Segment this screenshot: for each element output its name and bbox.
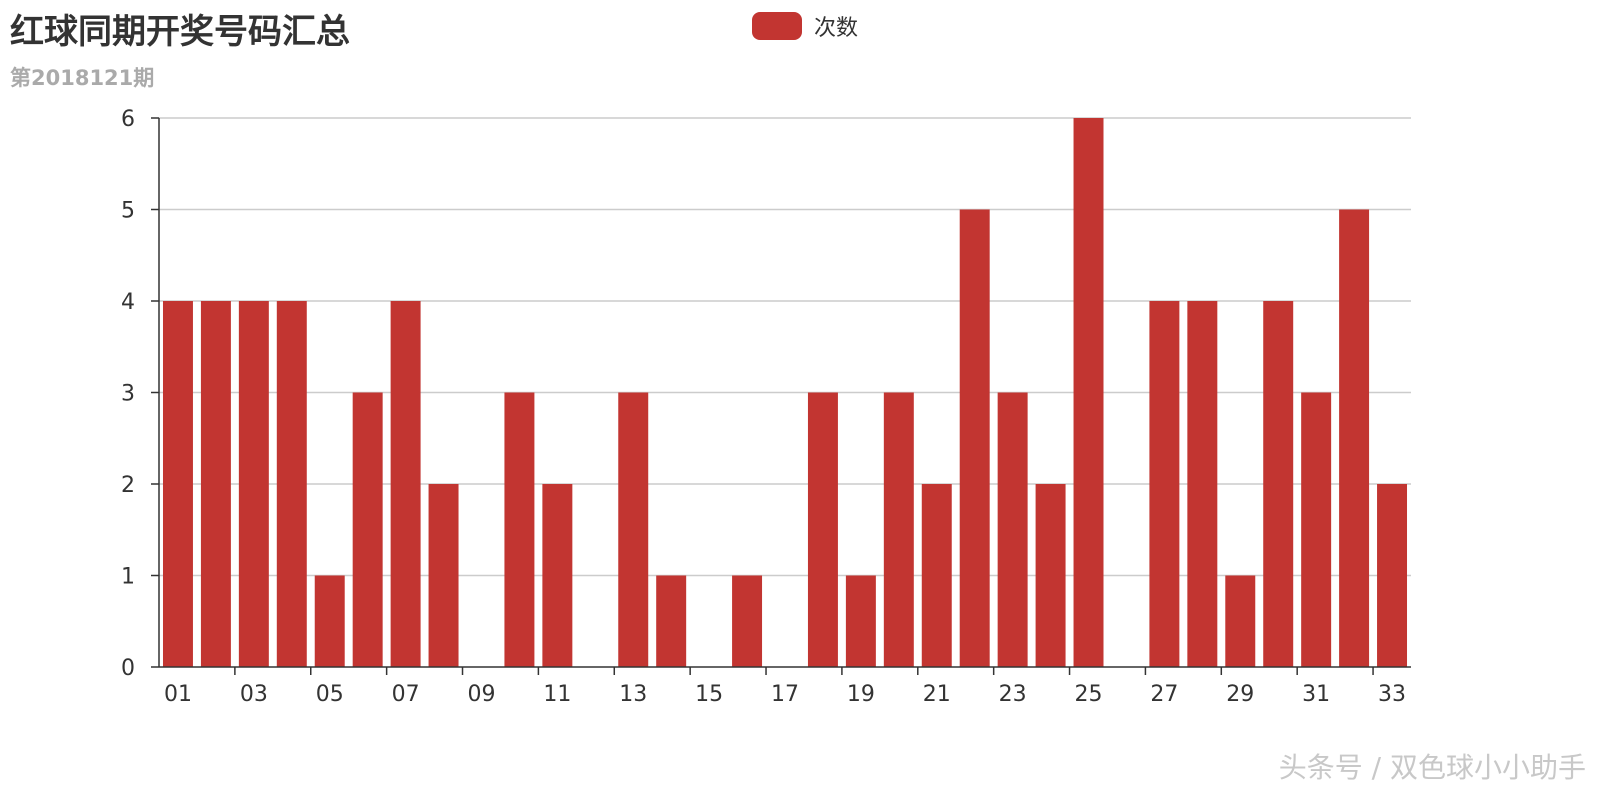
bar-13[interactable] (618, 392, 649, 668)
x-tick-label: 17 (771, 682, 799, 707)
x-tick-label: 21 (923, 682, 951, 707)
x-tick-label: 13 (619, 682, 647, 707)
x-tick-label: 19 (847, 682, 875, 707)
bar-04[interactable] (276, 301, 307, 667)
bar-23[interactable] (997, 392, 1028, 668)
x-tick-label: 27 (1150, 682, 1178, 707)
x-tick-label: 33 (1378, 682, 1406, 707)
bars (162, 118, 1408, 668)
bar-20[interactable] (883, 392, 914, 668)
bar-01[interactable] (162, 301, 193, 667)
bar-10[interactable] (504, 392, 535, 668)
x-tick-label: 09 (467, 682, 495, 707)
axes (151, 117, 1411, 675)
bar-28[interactable] (1187, 301, 1218, 667)
bar-30[interactable] (1263, 301, 1294, 667)
y-tick-label: 5 (121, 199, 135, 224)
legend-swatch[interactable] (752, 12, 802, 40)
x-tick-label: 03 (240, 682, 268, 707)
watermark: 头条号 / 双色球小小助手 (1278, 751, 1586, 784)
bar-31[interactable] (1301, 392, 1332, 668)
bar-02[interactable] (200, 301, 231, 667)
chart-title: 红球同期开奖号码汇总 (10, 12, 350, 52)
x-tick-label: 23 (999, 682, 1027, 707)
bar-32[interactable] (1339, 209, 1370, 668)
bar-16[interactable] (732, 575, 763, 668)
x-tick-label: 01 (164, 682, 192, 707)
y-tick-label: 1 (121, 565, 135, 590)
bar-11[interactable] (542, 484, 573, 667)
chart-subtitle: 第2018121期 (10, 66, 155, 90)
legend[interactable]: 次数 (752, 10, 858, 42)
y-tick-label: 2 (121, 473, 135, 498)
bar-05[interactable] (314, 575, 345, 668)
x-tick-label: 31 (1302, 682, 1330, 707)
grid-lines (159, 117, 1411, 577)
bar-27[interactable] (1149, 301, 1180, 667)
bar-21[interactable] (921, 484, 952, 667)
x-tick-label: 05 (316, 682, 344, 707)
bar-29[interactable] (1225, 575, 1256, 668)
x-tick-label: 25 (1075, 682, 1103, 707)
y-tick-label: 6 (121, 107, 135, 132)
x-tick-label: 07 (392, 682, 420, 707)
bar-18[interactable] (807, 392, 838, 668)
legend-label[interactable]: 次数 (814, 16, 859, 41)
bar-14[interactable] (656, 575, 687, 668)
x-tick-label: 29 (1226, 682, 1254, 707)
x-tick-label: 11 (543, 682, 571, 707)
y-tick-label: 0 (121, 656, 135, 681)
bar-25[interactable] (1073, 118, 1104, 667)
bar-03[interactable] (238, 301, 269, 667)
bar-08[interactable] (428, 484, 459, 667)
bar-07[interactable] (390, 301, 421, 667)
bar-24[interactable] (1035, 484, 1066, 667)
y-tick-label: 4 (121, 290, 135, 315)
x-tick-label: 15 (695, 682, 723, 707)
bar-33[interactable] (1377, 484, 1408, 667)
bar-22[interactable] (959, 209, 990, 668)
bar-19[interactable] (845, 575, 876, 668)
bar-06[interactable] (352, 392, 383, 668)
y-tick-label: 3 (121, 382, 135, 407)
